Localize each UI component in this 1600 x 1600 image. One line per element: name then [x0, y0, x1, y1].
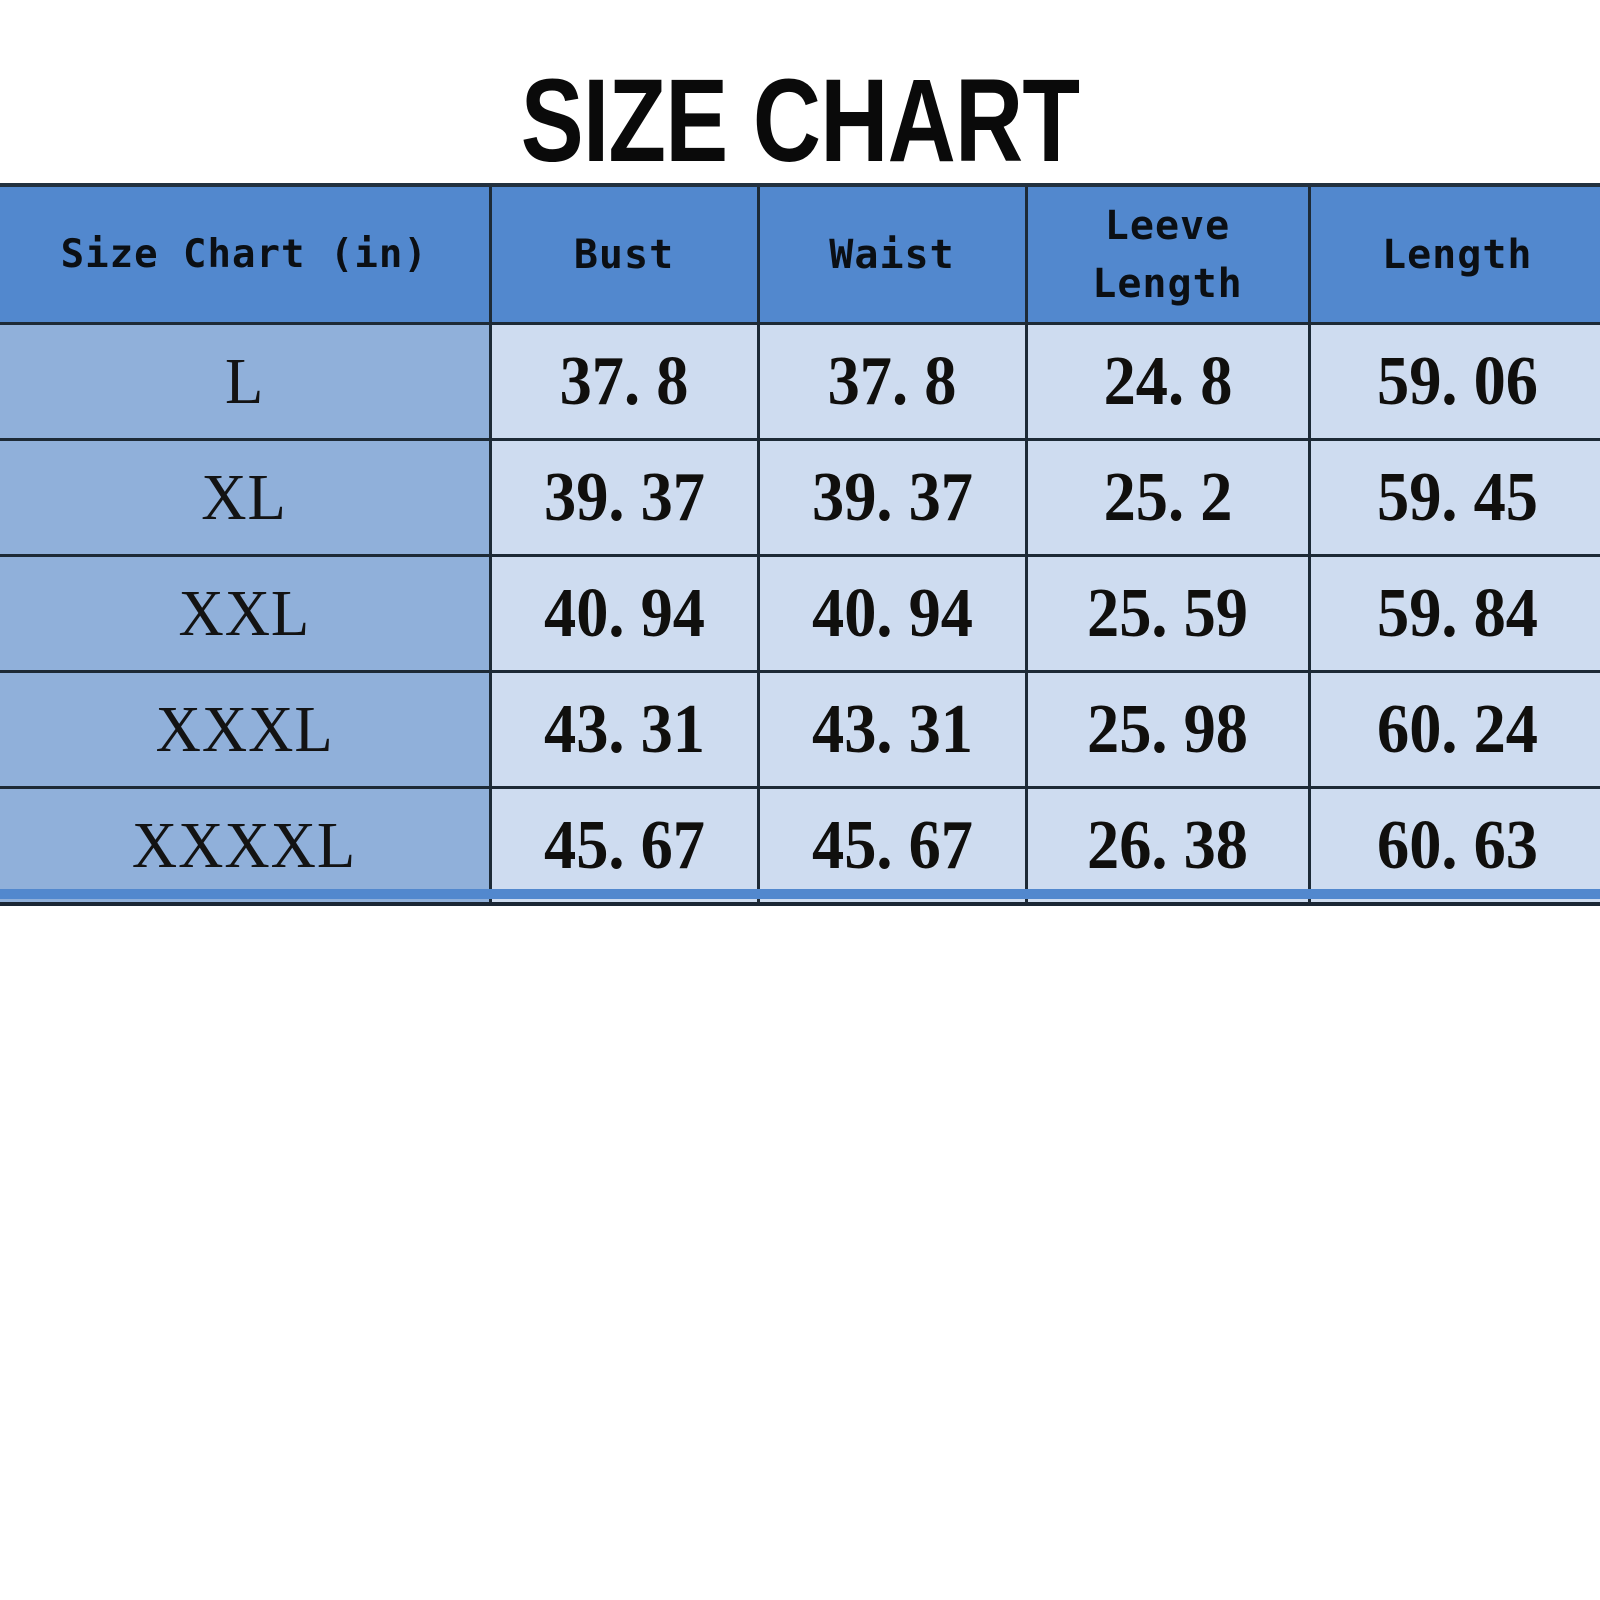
waist-value: 40. 94	[811, 574, 973, 652]
bust-value: 40. 94	[543, 574, 705, 652]
table-row: XL 39. 37 39. 37 25. 2 59. 45	[0, 439, 1600, 557]
column-header-sleeve-line1: Leeve	[1104, 202, 1231, 249]
sleeve-length-value: 25. 98	[1087, 690, 1248, 768]
column-header-waist: Waist	[758, 185, 1028, 325]
cell-length: 59. 45	[1309, 439, 1600, 557]
cell-waist: 37. 8	[758, 323, 1028, 441]
bust-value: 37. 8	[559, 342, 689, 420]
size-label: XXL	[178, 576, 311, 650]
cell-length: 60. 63	[1309, 787, 1600, 904]
cell-bust: 40. 94	[490, 555, 760, 673]
cell-bust: 37. 8	[490, 323, 760, 441]
cell-size: XXXXL	[0, 787, 492, 904]
cell-bust: 39. 37	[490, 439, 760, 557]
cell-bust: 43. 31	[490, 671, 760, 789]
bust-value: 43. 31	[543, 690, 705, 768]
size-label: XXXL	[155, 692, 334, 766]
column-header-length: Length	[1309, 185, 1600, 325]
column-header-size: Size Chart (in)	[0, 185, 492, 325]
length-value: 59. 84	[1376, 574, 1538, 652]
table-header-row: Size Chart (in) Bust Waist Leeve Length …	[0, 185, 1600, 325]
cell-length: 60. 24	[1309, 671, 1600, 789]
length-value: 59. 45	[1376, 458, 1538, 536]
sleeve-length-value: 24. 8	[1103, 342, 1232, 420]
length-value: 60. 24	[1376, 690, 1538, 768]
size-label: XXXXL	[132, 808, 357, 882]
size-label: XL	[201, 460, 287, 534]
cell-waist: 39. 37	[758, 439, 1028, 557]
table-bottom-accent-strip	[0, 889, 1600, 899]
column-header-sleeve-length: Leeve Length	[1024, 185, 1311, 325]
sleeve-length-value: 25. 2	[1103, 458, 1232, 536]
cell-bust: 45. 67	[490, 787, 760, 904]
cell-length: 59. 84	[1309, 555, 1600, 673]
sleeve-length-value: 25. 59	[1087, 574, 1248, 652]
length-value: 59. 06	[1376, 342, 1538, 420]
cell-sleeve-length: 24. 8	[1024, 323, 1311, 441]
table-row: L 37. 8 37. 8 24. 8 59. 06	[0, 323, 1600, 441]
column-header-sleeve-line2: Length	[1092, 260, 1243, 307]
size-label: L	[224, 344, 264, 418]
sleeve-length-value: 26. 38	[1087, 806, 1248, 884]
cell-length: 59. 06	[1309, 323, 1600, 441]
waist-value: 43. 31	[811, 690, 973, 768]
cell-sleeve-length: 25. 59	[1024, 555, 1311, 673]
cell-waist: 45. 67	[758, 787, 1028, 904]
waist-value: 37. 8	[827, 342, 957, 420]
column-header-bust: Bust	[490, 185, 760, 325]
size-chart-table: Size Chart (in) Bust Waist Leeve Length …	[0, 183, 1600, 906]
cell-waist: 40. 94	[758, 555, 1028, 673]
table-row: XXXXL 45. 67 45. 67 26. 38 60. 63	[0, 787, 1600, 904]
waist-value: 39. 37	[811, 458, 973, 536]
cell-size: L	[0, 323, 492, 441]
cell-size: XL	[0, 439, 492, 557]
table-row: XXXL 43. 31 43. 31 25. 98 60. 24	[0, 671, 1600, 789]
cell-size: XXL	[0, 555, 492, 673]
bust-value: 39. 37	[543, 458, 705, 536]
table-row: XXL 40. 94 40. 94 25. 59 59. 84	[0, 555, 1600, 673]
cell-waist: 43. 31	[758, 671, 1028, 789]
size-chart-table-wrapper: Size Chart (in) Bust Waist Leeve Length …	[0, 183, 1600, 906]
length-value: 60. 63	[1376, 806, 1538, 884]
page-title: SIZE CHART	[520, 55, 1080, 187]
bust-value: 45. 67	[543, 806, 705, 884]
cell-sleeve-length: 25. 98	[1024, 671, 1311, 789]
cell-sleeve-length: 26. 38	[1024, 787, 1311, 904]
waist-value: 45. 67	[811, 806, 973, 884]
cell-size: XXXL	[0, 671, 492, 789]
cell-sleeve-length: 25. 2	[1024, 439, 1311, 557]
